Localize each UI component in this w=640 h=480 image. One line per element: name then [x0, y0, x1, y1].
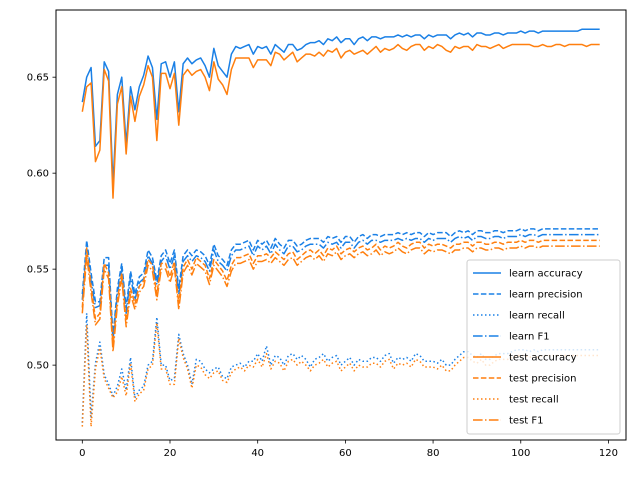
- y-tick-label: 0.60: [27, 169, 49, 180]
- series-line-learn-precision: [81, 228, 600, 338]
- legend-label-test-recall: test recall: [509, 395, 559, 406]
- x-tick-label: 20: [164, 448, 177, 459]
- series-line-learn-accuracy: [81, 28, 600, 186]
- y-axis: 0.50 0.55 0.60 0.65: [27, 73, 56, 372]
- series-line-learn-f1: [81, 233, 600, 341]
- y-tick-label: 0.65: [27, 73, 49, 84]
- legend: learn accuracy learn precision learn recal…: [466, 259, 621, 435]
- x-axis: 0 20 40 60 80 100 120: [79, 440, 618, 459]
- x-tick-label: 100: [511, 448, 530, 459]
- x-tick-label: 40: [251, 448, 264, 459]
- x-tick-label: 120: [599, 448, 618, 459]
- legend-label-learn-precision: learn precision: [509, 290, 583, 301]
- legend-label-test-f1: test F1: [509, 416, 544, 427]
- plot-area: [55, 9, 627, 441]
- series-layer: [81, 28, 600, 428]
- series-line-test-accuracy: [81, 43, 600, 199]
- series-line-test-precision: [81, 239, 600, 347]
- legend-label-test-accuracy: test accuracy: [509, 353, 577, 364]
- plot-frame: [55, 9, 627, 441]
- x-tick-label: 80: [427, 448, 440, 459]
- legend-box: [466, 259, 621, 435]
- legend-label-learn-recall: learn recall: [509, 311, 565, 322]
- legend-label-learn-f1: learn F1: [509, 332, 550, 343]
- legend-label-test-precision: test precision: [509, 374, 577, 385]
- legend-label-learn-accuracy: learn accuracy: [509, 269, 583, 280]
- series-line-test-f1: [81, 245, 600, 353]
- x-tick-label: 0: [79, 448, 85, 459]
- y-tick-label: 0.50: [27, 361, 49, 372]
- y-tick-label: 0.55: [27, 265, 49, 276]
- x-tick-label: 60: [339, 448, 352, 459]
